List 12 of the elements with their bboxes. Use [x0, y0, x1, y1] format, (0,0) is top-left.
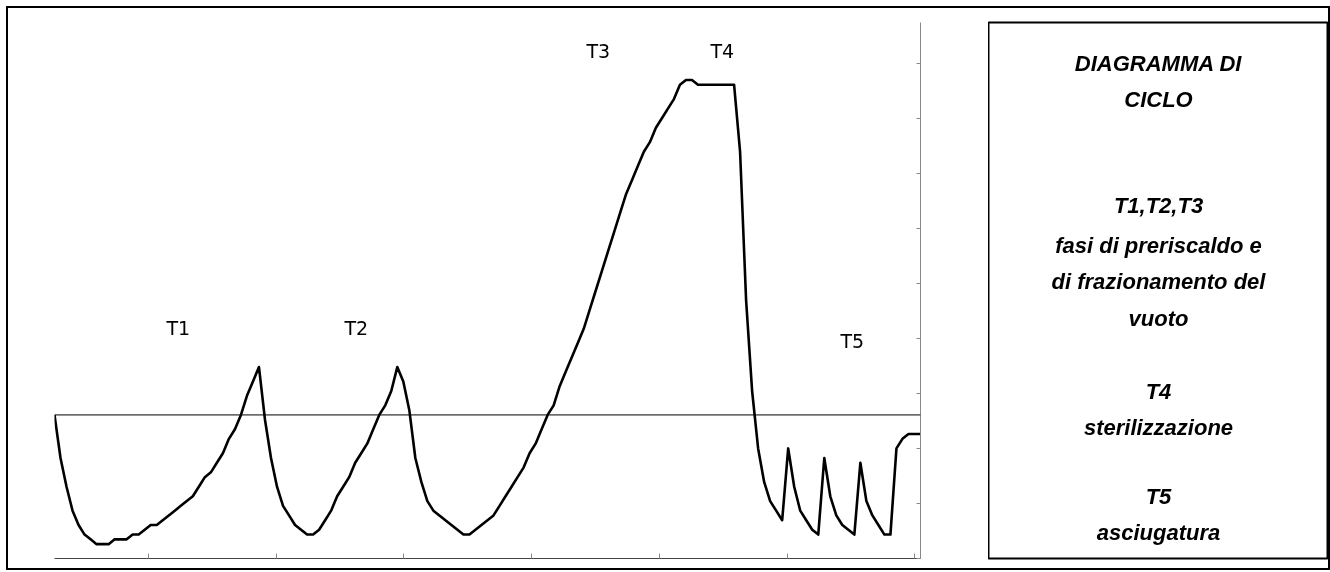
annotation: T2: [343, 316, 369, 339]
text: fasi di preriscaldo e di frazionamento del vuoto: [1051, 233, 1267, 331]
text: T4: [1145, 378, 1172, 404]
text: sterilizzazione: [1083, 414, 1234, 440]
text: DIAGRAMMA DI CICLO: [1074, 51, 1243, 113]
text: T3: [585, 39, 611, 62]
text: T4: [709, 39, 735, 62]
annotation: T1: [165, 316, 191, 339]
text: T1,T2,T3: [1113, 192, 1204, 218]
text: asciugatura: [1096, 520, 1221, 546]
text: T5: [1145, 483, 1173, 509]
annotation: T5: [839, 329, 865, 352]
